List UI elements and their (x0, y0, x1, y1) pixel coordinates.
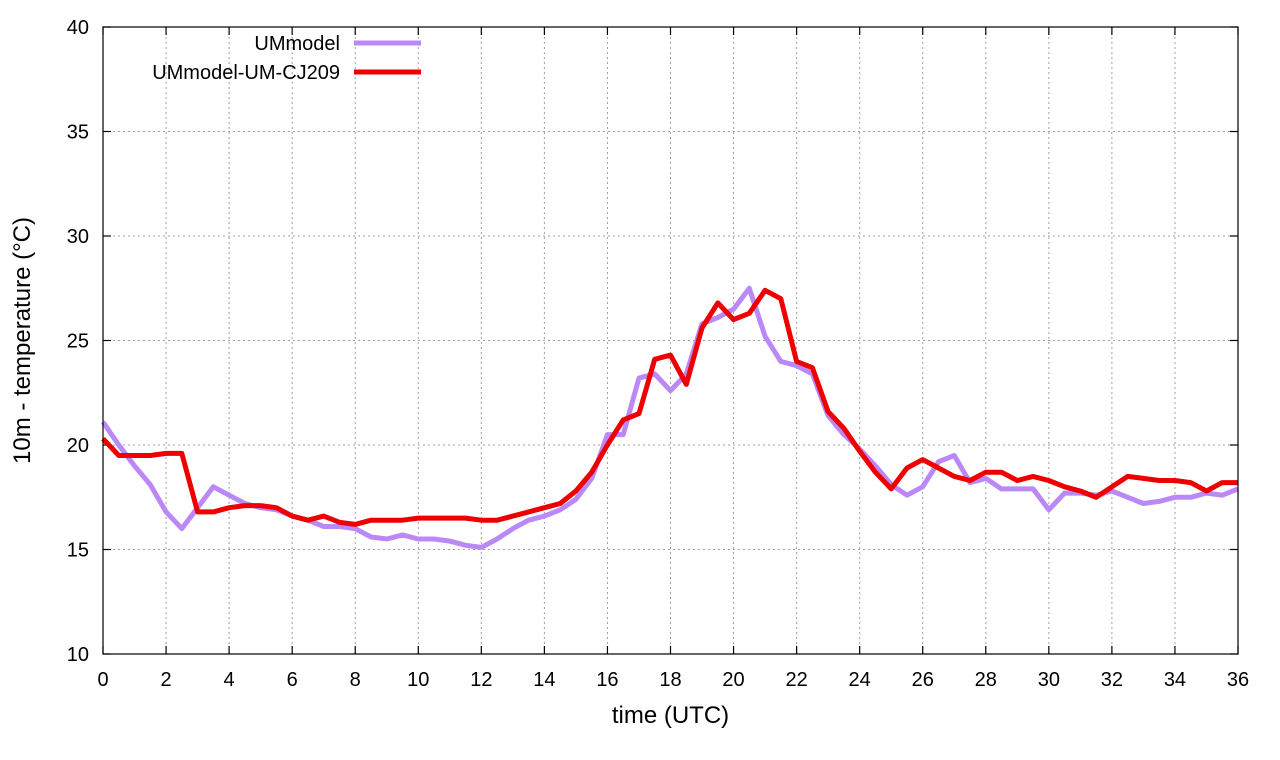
x-tick-label: 12 (470, 669, 492, 691)
legend: UMmodel UMmodel-UM-CJ209 (152, 33, 421, 84)
legend-label: UMmodel-UM-CJ209 (152, 62, 340, 84)
x-tick-label: 18 (659, 669, 681, 691)
grid (103, 27, 1238, 654)
x-tick-label: 28 (975, 669, 997, 691)
x-tick-label: 26 (912, 669, 934, 691)
x-tick-label: 6 (287, 669, 298, 691)
y-tick-label: 15 (67, 540, 89, 562)
x-tick-label: 16 (596, 669, 618, 691)
x-tick-label: 32 (1101, 669, 1123, 691)
x-tick-label: 36 (1227, 669, 1249, 691)
y-tick-label: 40 (67, 17, 89, 39)
x-tick-label: 4 (224, 669, 235, 691)
plot-frame (102, 26, 1239, 655)
x-tick-label: 22 (785, 669, 807, 691)
x-axis-label: time (UTC) (612, 702, 729, 729)
x-tick-label: 8 (350, 669, 361, 691)
x-tick-label: 24 (849, 669, 871, 691)
y-tick-label: 25 (67, 331, 89, 353)
y-tick-label: 10 (67, 644, 89, 666)
x-tick-label: 14 (533, 669, 555, 691)
y-tick-label: 35 (67, 122, 89, 144)
series-lines (100, 285, 1239, 550)
y-tick-label: 30 (67, 226, 89, 248)
x-tick-label: 0 (97, 669, 108, 691)
x-tick-label: 20 (722, 669, 744, 691)
legend-label: UMmodel (254, 33, 340, 55)
x-tick-label: 10 (407, 669, 429, 691)
y-axis-label: 10m - temperature (°C) (9, 217, 36, 464)
series-line-2 (101, 287, 1238, 527)
x-tick-label: 2 (160, 669, 171, 691)
x-tick-label: 30 (1038, 669, 1060, 691)
tick-labels: 0 2 4 6 8 10 12 14 16 18 20 22 24 26 28 30 32 34 361015202… (67, 17, 1249, 691)
x-tick-label: 34 (1164, 669, 1186, 691)
y-tick-label: 20 (67, 435, 89, 457)
